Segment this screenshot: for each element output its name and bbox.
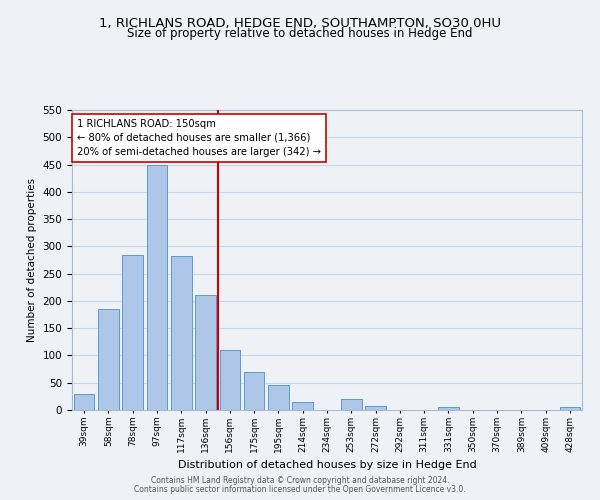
Text: 1 RICHLANS ROAD: 150sqm
← 80% of detached houses are smaller (1,366)
20% of semi: 1 RICHLANS ROAD: 150sqm ← 80% of detache… <box>77 119 321 157</box>
Bar <box>438 408 459 410</box>
Bar <box>560 408 580 410</box>
Bar <box>244 372 265 410</box>
Bar <box>171 256 191 410</box>
Bar <box>195 296 216 410</box>
Text: Contains HM Land Registry data © Crown copyright and database right 2024.: Contains HM Land Registry data © Crown c… <box>151 476 449 485</box>
Bar <box>146 164 167 410</box>
Text: 1, RICHLANS ROAD, HEDGE END, SOUTHAMPTON, SO30 0HU: 1, RICHLANS ROAD, HEDGE END, SOUTHAMPTON… <box>99 18 501 30</box>
Bar <box>98 309 119 410</box>
Y-axis label: Number of detached properties: Number of detached properties <box>27 178 37 342</box>
Bar <box>220 350 240 410</box>
Text: Size of property relative to detached houses in Hedge End: Size of property relative to detached ho… <box>127 28 473 40</box>
Bar <box>341 399 362 410</box>
Bar <box>268 386 289 410</box>
Text: Contains public sector information licensed under the Open Government Licence v3: Contains public sector information licen… <box>134 485 466 494</box>
Bar <box>292 402 313 410</box>
X-axis label: Distribution of detached houses by size in Hedge End: Distribution of detached houses by size … <box>178 460 476 470</box>
Bar <box>365 406 386 410</box>
Bar <box>122 254 143 410</box>
Bar <box>74 394 94 410</box>
